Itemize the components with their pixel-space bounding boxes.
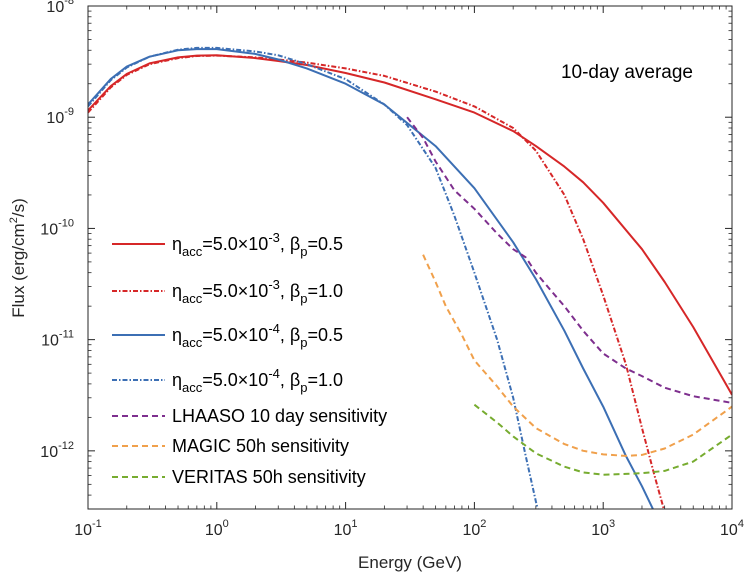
y-axis-label: Flux (erg/cm2/s) <box>8 198 28 317</box>
x-tick-label: 102 <box>462 518 486 539</box>
series-lhaaso <box>406 116 732 404</box>
y-tick-label: 10-10 <box>40 217 74 238</box>
y-tick-label: 10-9 <box>46 106 74 127</box>
x-tick-label: 100 <box>205 518 229 539</box>
x-tick-label: 10-1 <box>74 518 102 539</box>
annotation-label: 10-day average <box>561 62 693 83</box>
x-tick-label: 103 <box>591 518 615 539</box>
series-magic <box>422 254 732 457</box>
series-layer <box>88 46 732 509</box>
y-tick-label: 10-12 <box>40 440 74 461</box>
legend: ηacc=5.0×10-3, βp=0.5 ηacc=5.0×10-3, βp=… <box>112 230 387 487</box>
legend-label-eta4-beta10: ηacc=5.0×10-4, βp=1.0 <box>172 366 343 395</box>
legend-label-eta4-beta05: ηacc=5.0×10-4, βp=0.5 <box>172 321 343 350</box>
y-tick-label: 10-8 <box>46 0 74 16</box>
legend-label-magic: MAGIC 50h sensitivity <box>172 436 349 456</box>
series-eta4-beta10 <box>88 46 539 509</box>
legend-label-lhaaso: LHAASO 10 day sensitivity <box>172 406 387 426</box>
legend-label-eta3-beta05: ηacc=5.0×10-3, βp=0.5 <box>172 230 343 259</box>
x-tick-label: 101 <box>334 518 358 539</box>
series-eta3-beta10 <box>88 54 665 509</box>
x-tick-label: 104 <box>720 518 744 539</box>
legend-label-veritas: VERITAS 50h sensitivity <box>172 467 366 487</box>
x-axis-label: Energy (GeV) <box>358 553 462 572</box>
y-tick-label: 10-11 <box>41 329 74 350</box>
plot-area <box>88 6 732 509</box>
legend-label-eta3-beta10: ηacc=5.0×10-3, βp=1.0 <box>172 277 343 306</box>
plot-frame <box>87 5 733 510</box>
